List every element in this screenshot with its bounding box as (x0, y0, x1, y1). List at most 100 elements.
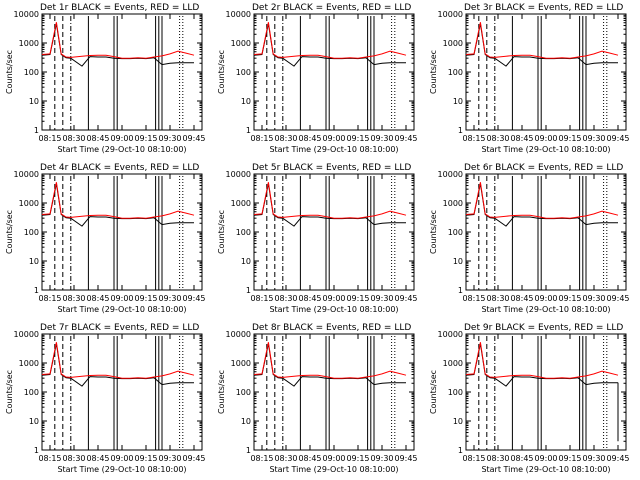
plot-frame (253, 173, 415, 291)
y-axis-label: Counts/sec (429, 210, 438, 254)
y-tick-label: 10 (453, 417, 463, 426)
events-line (41, 183, 194, 227)
plot-frame (465, 173, 627, 291)
x-tick-label: 08:15 (462, 134, 485, 143)
x-axis-label: Start Time (29-Oct-10 08:10:00) (57, 145, 186, 154)
y-tick-label: 1000 (443, 39, 463, 48)
y-tick-label: 100 (236, 68, 251, 77)
x-tick-label: 09:15 (134, 134, 157, 143)
x-tick-label: 09:00 (110, 134, 133, 143)
x-tick-label: 09:00 (322, 134, 345, 143)
plot-frame (253, 13, 415, 131)
x-tick-label: 09:00 (322, 294, 345, 303)
events-line (465, 23, 618, 67)
panel-title: Det 9r BLACK = Events, RED = LLD (464, 323, 623, 333)
y-axis-label: Counts/sec (5, 50, 14, 94)
x-axis-label: Start Time (29-Oct-10 08:10:00) (269, 465, 398, 474)
y-tick-label: 100 (448, 68, 463, 77)
x-tick-label: 09:45 (182, 294, 205, 303)
detector-panel-3: Det 3r BLACK = Events, RED = LLD 1 10 100 10… (429, 3, 630, 154)
y-tick-label: 10000 (438, 330, 463, 339)
y-tick-label: 10 (29, 257, 39, 266)
x-tick-label: 08:30 (274, 134, 297, 143)
panel-title: Det 8r BLACK = Events, RED = LLD (252, 323, 411, 333)
x-tick-label: 09:30 (370, 134, 393, 143)
x-tick-label: 09:30 (370, 454, 393, 463)
detector-panel-6: Det 6r BLACK = Events, RED = LLD 1 10 100 10… (429, 163, 630, 314)
panel-title: Det 1r BLACK = Events, RED = LLD (40, 3, 199, 13)
panel-title: Det 4r BLACK = Events, RED = LLD (40, 163, 199, 173)
y-tick-label: 1 (34, 446, 39, 455)
x-tick-label: 09:30 (582, 294, 605, 303)
detector-panel-5: Det 5r BLACK = Events, RED = LLD 1 10 100 10… (217, 163, 418, 314)
plot-frame (465, 333, 627, 451)
x-tick-label: 08:15 (462, 294, 485, 303)
x-axis-label: Start Time (29-Oct-10 08:10:00) (481, 465, 610, 474)
y-axis-label: Counts/sec (429, 50, 438, 94)
y-axis-label: Counts/sec (217, 210, 226, 254)
x-tick-label: 09:30 (582, 134, 605, 143)
x-tick-label: 09:45 (606, 294, 629, 303)
events-line (253, 23, 406, 67)
x-tick-label: 09:30 (158, 454, 181, 463)
x-tick-label: 09:15 (134, 454, 157, 463)
x-tick-label: 09:00 (110, 294, 133, 303)
x-tick-label: 08:45 (510, 134, 533, 143)
events-line (41, 23, 194, 67)
lld-line (465, 182, 619, 219)
x-tick-label: 08:30 (486, 294, 509, 303)
detector-panel-4: Det 4r BLACK = Events, RED = LLD 1 10 100 10… (5, 163, 206, 314)
y-tick-label: 1000 (19, 199, 39, 208)
x-tick-label: 08:45 (86, 454, 109, 463)
x-tick-label: 09:00 (534, 134, 557, 143)
x-tick-label: 09:00 (534, 294, 557, 303)
x-tick-label: 09:00 (110, 454, 133, 463)
x-tick-label: 09:45 (182, 454, 205, 463)
plot-frame (41, 13, 203, 131)
y-tick-label: 1000 (443, 199, 463, 208)
y-tick-label: 10 (241, 417, 251, 426)
x-tick-label: 08:30 (486, 454, 509, 463)
x-tick-label: 09:30 (158, 134, 181, 143)
panel-title: Det 6r BLACK = Events, RED = LLD (464, 163, 623, 173)
y-tick-label: 10 (241, 257, 251, 266)
y-axis-label: Counts/sec (217, 370, 226, 414)
plot-frame (465, 13, 627, 131)
y-tick-label: 1000 (231, 39, 251, 48)
x-tick-label: 09:15 (346, 134, 369, 143)
y-tick-label: 1 (34, 126, 39, 135)
x-tick-label: 09:15 (134, 294, 157, 303)
events-line (465, 343, 618, 387)
x-tick-label: 08:15 (38, 454, 61, 463)
y-tick-label: 10 (29, 97, 39, 106)
y-tick-label: 1 (246, 286, 251, 295)
x-axis-label: Start Time (29-Oct-10 08:10:00) (481, 145, 610, 154)
lld-line (41, 182, 195, 219)
x-tick-label: 09:30 (370, 294, 393, 303)
x-tick-label: 08:15 (38, 294, 61, 303)
detector-panel-9: Det 9r BLACK = Events, RED = LLD 1 10 100 10… (429, 323, 630, 474)
y-axis-label: Counts/sec (429, 370, 438, 414)
events-line (253, 343, 406, 387)
x-tick-label: 08:45 (298, 294, 321, 303)
detector-panel-7: Det 7r BLACK = Events, RED = LLD 1 10 100 10… (5, 323, 206, 474)
y-axis-label: Counts/sec (5, 210, 14, 254)
y-tick-label: 1000 (19, 39, 39, 48)
plot-frame (41, 333, 203, 451)
y-tick-label: 10 (241, 97, 251, 106)
plot-frame (41, 173, 203, 291)
y-tick-label: 10000 (14, 10, 39, 19)
y-tick-label: 100 (236, 388, 251, 397)
x-tick-label: 09:45 (606, 134, 629, 143)
x-tick-label: 08:30 (486, 134, 509, 143)
x-tick-label: 08:15 (250, 134, 273, 143)
panel-title: Det 2r BLACK = Events, RED = LLD (252, 3, 411, 13)
y-tick-label: 10 (453, 97, 463, 106)
y-axis-label: Counts/sec (217, 50, 226, 94)
y-tick-label: 1000 (231, 199, 251, 208)
lld-line (41, 342, 195, 379)
x-tick-label: 09:00 (322, 454, 345, 463)
x-tick-label: 09:45 (182, 134, 205, 143)
x-tick-label: 09:45 (394, 454, 417, 463)
